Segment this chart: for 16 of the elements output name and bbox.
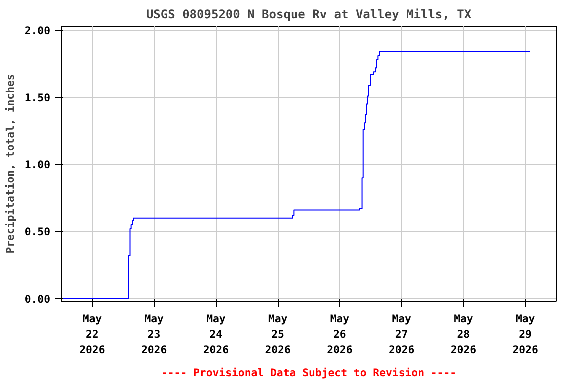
chart-title: USGS 08095200 N Bosque Rv at Valley Mills, TX [146, 8, 472, 22]
y-tick-label: 1.50 [24, 92, 51, 105]
y-tick-label: 1.00 [24, 158, 51, 172]
x-tick-label: May 27 2026 [388, 312, 415, 357]
y-tick-label: 0.50 [24, 226, 51, 239]
text: ---- Provisional Data Subject to Revision ---- [161, 366, 457, 380]
y-tick-label: 2.00 [24, 24, 51, 38]
x-tick-label: May 22 2026 [80, 312, 106, 357]
x-tick-label: May 24 2026 [203, 312, 230, 357]
y-axis-title: Precipitation, total, inches [4, 74, 17, 254]
x-tick-label: May 26 2026 [327, 312, 353, 357]
x-tick-label: May 28 2026 [450, 312, 477, 357]
x-tick-label: May 23 2026 [141, 312, 168, 357]
x-tick-label: May 29 2026 [512, 312, 538, 357]
x-tick-label: May 25 2026 [265, 312, 291, 357]
y-tick-label: 0.00 [24, 292, 51, 306]
